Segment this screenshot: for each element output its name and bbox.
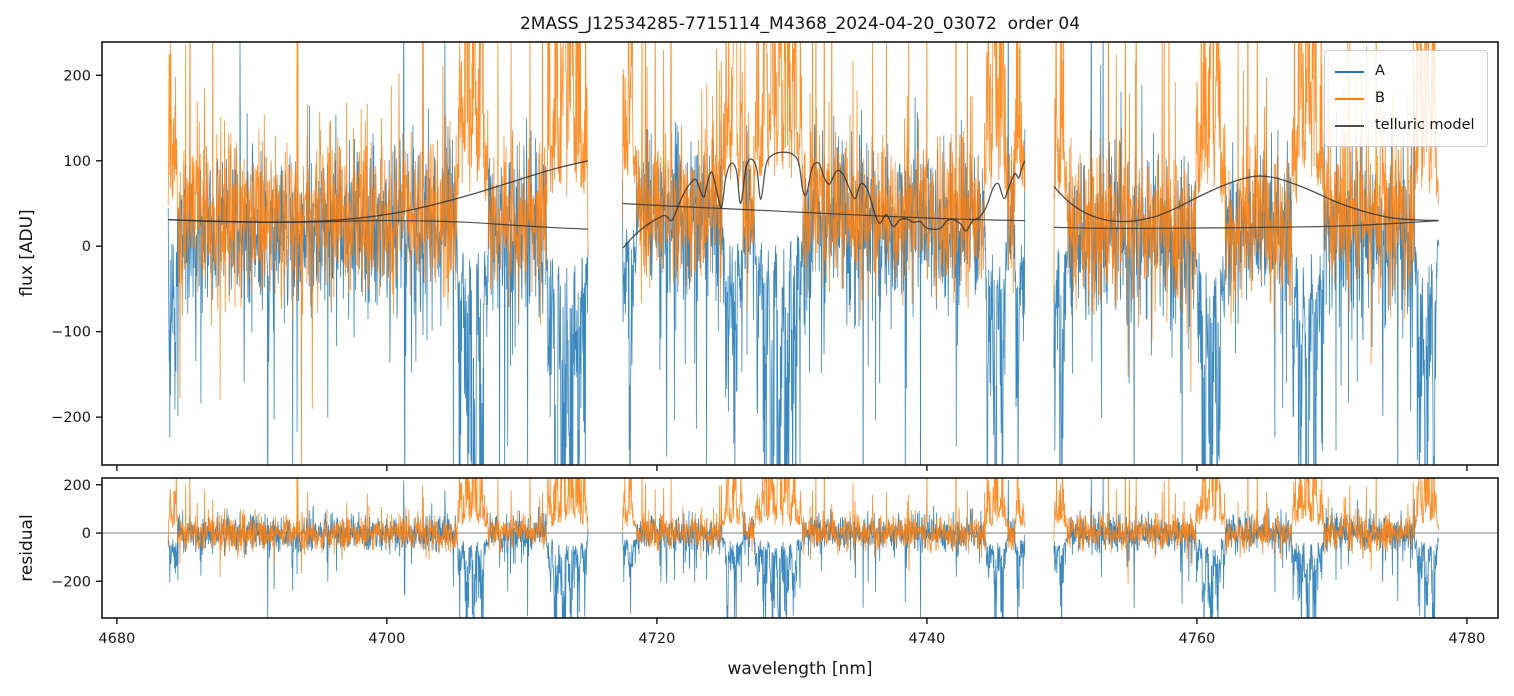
series-path: [167, 42, 589, 465]
tick-label: 4720: [638, 631, 675, 647]
tick-label: 100: [63, 154, 91, 170]
legend-line-telluric-icon: [1335, 124, 1364, 127]
series-path: [1053, 478, 1439, 618]
legend-item-b: B: [1335, 85, 1487, 112]
flux-panel: [167, 42, 1439, 465]
legend-label-telluric: telluric model: [1375, 117, 1475, 133]
tick-label: 0: [82, 526, 91, 542]
telluric-model-path: [1053, 220, 1439, 229]
figure-title: 2MASS_J12534285-7715114_M4368_2024-04-20…: [519, 14, 1081, 34]
tick-label: 4680: [98, 631, 135, 647]
tick-label: −200: [51, 410, 91, 426]
tick-label: 4780: [1448, 631, 1485, 647]
telluric-model-path: [622, 151, 1026, 249]
tick-label: 0: [82, 239, 91, 255]
residual-axes-frame: [101, 477, 1499, 619]
tick-label: 4740: [908, 631, 945, 647]
series-path: [1053, 478, 1439, 584]
x-axis-label: wavelength [nm]: [727, 659, 873, 679]
legend: A B telluric model: [1324, 50, 1488, 147]
tick-label: 200: [63, 478, 91, 494]
series-path: [1053, 42, 1439, 392]
legend-line-b-icon: [1335, 97, 1364, 100]
series-path: [167, 480, 589, 618]
tick-label: −200: [51, 574, 91, 590]
tick-label: 4700: [368, 631, 405, 647]
flux-axes-frame: [101, 41, 1499, 466]
series-path: [167, 478, 589, 577]
series-path: [622, 42, 1026, 321]
tick-label: 200: [63, 68, 91, 84]
residual-panel: [102, 478, 1498, 618]
legend-line-a-icon: [1335, 70, 1364, 73]
telluric-model-path: [1053, 175, 1439, 223]
telluric-model-path: [168, 160, 589, 223]
series-path: [167, 42, 589, 465]
series-path: [622, 478, 1026, 572]
legend-item-telluric: telluric model: [1335, 112, 1487, 139]
legend-label-a: A: [1375, 63, 1385, 79]
legend-item-a: A: [1335, 58, 1487, 85]
tick-label: 4760: [1178, 631, 1215, 647]
telluric-model-path: [622, 202, 1025, 222]
tick-label: −100: [51, 325, 91, 341]
legend-label-b: B: [1375, 90, 1385, 106]
